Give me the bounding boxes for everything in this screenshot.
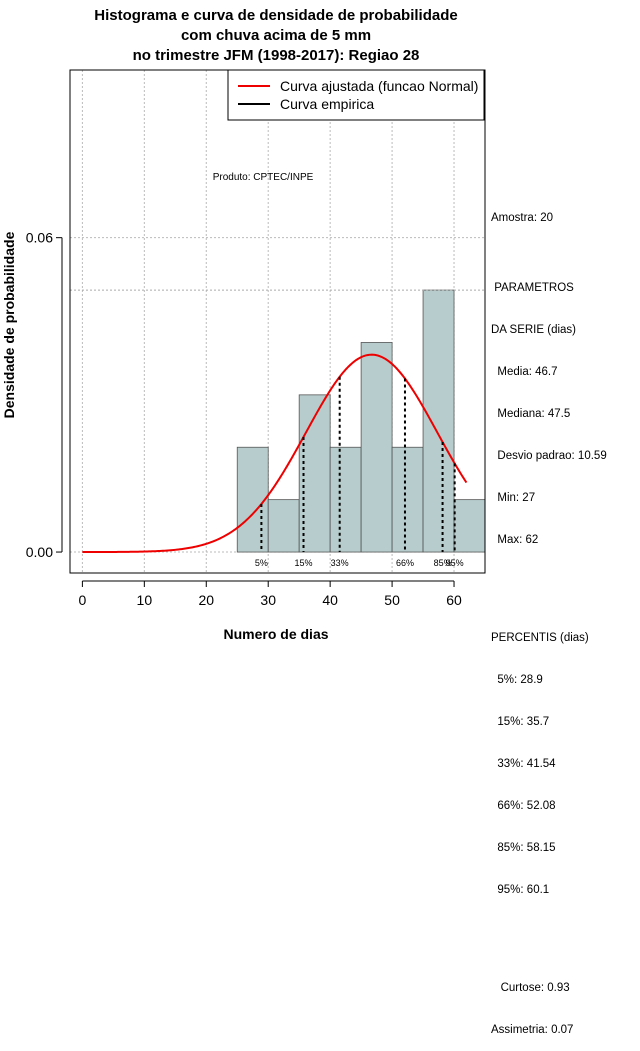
percentile-label: 15% — [295, 558, 313, 568]
x-axis: 0 10 20 30 40 50 60 — [78, 580, 462, 608]
x-tick-label: 0 — [78, 592, 86, 608]
stats-line: Amostra: 20 — [491, 212, 553, 224]
chart-title: Histograma e curva de densidade de proba… — [0, 6, 552, 66]
x-tick-label: 60 — [446, 592, 462, 608]
stats-line: DA SERIE (dias) — [491, 324, 576, 336]
product-annotation: Produto: CPTEC/INPE — [213, 172, 314, 183]
y-axis-label: Densidade de probabilidade — [1, 231, 17, 418]
stats-line: 95%: 60.1 — [491, 884, 550, 896]
stats-line: 33%: 41.54 — [491, 758, 556, 770]
stats-line: Max: 62 — [491, 534, 539, 546]
percentile-lines — [260, 376, 456, 553]
y-tick-label: 0.06 — [26, 230, 53, 246]
stats-line: Assimetria: 0.07 — [491, 1024, 574, 1036]
histogram-bar — [236, 446, 269, 553]
normal-curve-path — [82, 353, 468, 554]
y-axis: 0.00 0.06 — [26, 230, 63, 560]
stats-line: 15%: 35.7 — [491, 716, 550, 728]
x-tick-label: 40 — [322, 592, 338, 608]
histogram-bar — [391, 446, 424, 553]
legend-label-empirical: Curva empirica — [280, 96, 374, 112]
histogram-bar — [329, 446, 362, 553]
chart-title-line-2: com chuva acima de 5 mm — [180, 27, 372, 44]
histogram-chart: 5% 15% 33% 66% 85%95% 0 10 20 30 40 50 60 0.00 0.06… — [1, 69, 486, 642]
x-tick-label: 30 — [260, 592, 276, 608]
histogram-bar — [453, 499, 486, 553]
percentile-labels: 5% 15% 33% 66% 85%95% — [255, 558, 464, 568]
stats-line: Curtose: 0.93 — [491, 982, 570, 994]
stats-line: Desvio padrao: 10.59 — [491, 450, 607, 462]
legend: Curva ajustada (funcao Normal) Curva emp… — [227, 69, 485, 121]
x-tick-label: 20 — [198, 592, 214, 608]
x-axis-label: Numero de dias — [223, 626, 328, 642]
stats-line: 5%: 28.9 — [491, 674, 543, 686]
percentile-label: 95% — [446, 558, 464, 568]
stats-line: Mediana: 47.5 — [491, 408, 571, 420]
stats-line: 66%: 52.08 — [491, 800, 556, 812]
histogram-bar — [360, 342, 393, 553]
legend-box — [227, 69, 485, 121]
stats-panel: Amostra: 20 PARAMETROS DA SERIE (dias) M… — [491, 183, 607, 1051]
stats-line: PARAMETROS — [491, 282, 574, 294]
normal-curve — [82, 353, 468, 554]
stats-line: Media: 46.7 — [491, 366, 558, 378]
legend-label-fitted: Curva ajustada (funcao Normal) — [280, 78, 478, 94]
percentile-label: 85% — [434, 558, 452, 568]
stats-line: Min: 27 — [491, 492, 536, 504]
stats-line: PERCENTIS (dias) — [491, 632, 589, 644]
chart-title-line-1: Histograma e curva de densidade de proba… — [94, 7, 458, 24]
percentile-label: 66% — [396, 558, 414, 568]
stats-line: 85%: 58.15 — [491, 842, 556, 854]
chart-title-line-3: no trimestre JFM (1998-2017): Regiao 28 — [132, 47, 420, 64]
y-tick-label: 0.00 — [26, 544, 53, 560]
x-tick-label: 50 — [384, 592, 400, 608]
percentile-label: 33% — [331, 558, 349, 568]
histogram-bars — [236, 289, 486, 553]
x-tick-label: 10 — [137, 592, 153, 608]
histogram-bar — [422, 289, 455, 553]
percentile-label: 5% — [255, 558, 268, 568]
histogram-bar — [267, 499, 300, 553]
